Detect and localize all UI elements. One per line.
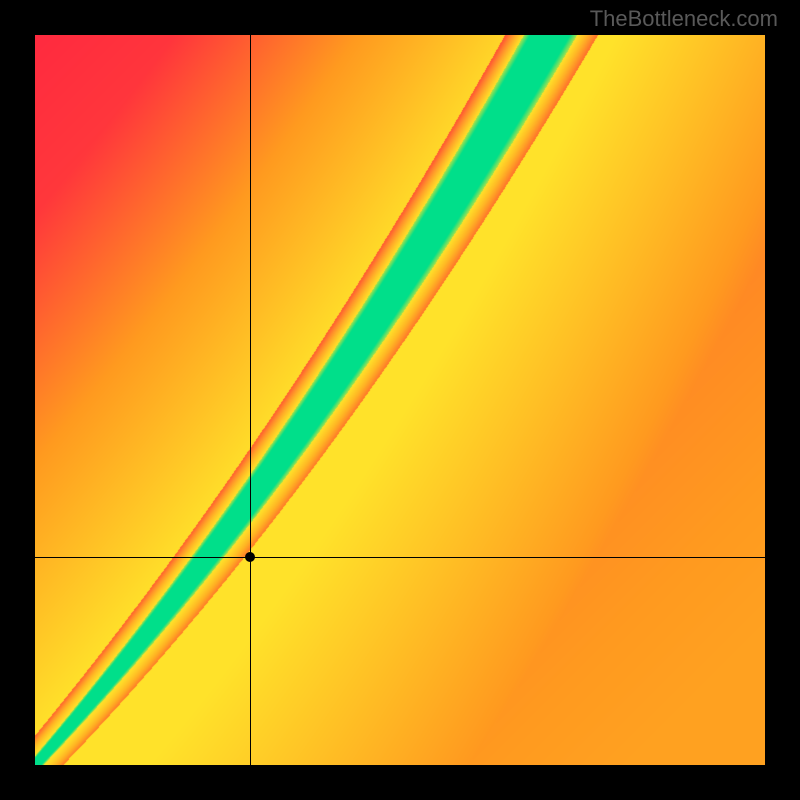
data-point-marker xyxy=(245,552,255,562)
chart-frame: TheBottleneck.com xyxy=(0,0,800,800)
heatmap-canvas xyxy=(35,35,765,765)
crosshair-horizontal xyxy=(35,557,765,558)
crosshair-vertical xyxy=(250,35,251,765)
heatmap-plot xyxy=(35,35,765,765)
watermark-text: TheBottleneck.com xyxy=(590,6,778,32)
